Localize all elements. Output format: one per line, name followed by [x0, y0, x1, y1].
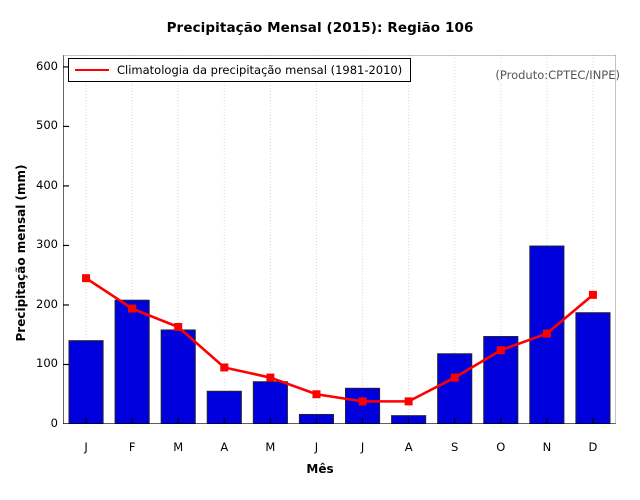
y-tick-label: 200	[36, 296, 58, 311]
y-tick-label: 0	[50, 416, 58, 430]
axis-ticks	[63, 66, 594, 424]
climatology-marker	[404, 397, 413, 406]
y-tick-label: 100	[36, 356, 58, 371]
climatology-marker	[312, 390, 321, 399]
bar	[575, 312, 611, 424]
x-tick-label: J	[360, 440, 365, 454]
x-tick-label: F	[128, 440, 136, 454]
x-tick-label: J	[314, 440, 319, 454]
legend-item-label: Climatologia da precipitação mensal (198…	[117, 63, 403, 77]
page-title: Precipitação Mensal (2015): Região 106	[166, 20, 474, 36]
x-tick-label: A	[220, 440, 229, 454]
x-axis-label: Mês	[306, 462, 334, 476]
climatology-line	[85, 277, 594, 403]
climatology-marker	[496, 346, 505, 355]
climatology-marker	[128, 304, 137, 313]
product-credit: (Produto:CPTEC/INPE)	[495, 68, 620, 82]
climatology-line-series	[82, 274, 597, 406]
bar	[160, 329, 196, 424]
climatology-marker	[588, 290, 597, 299]
plot-area	[63, 55, 616, 424]
legend-line-swatch	[75, 69, 109, 71]
plot-svg	[63, 55, 616, 424]
x-tick-label: N	[542, 440, 552, 454]
x-tick-label: O	[496, 440, 506, 454]
bar	[437, 353, 473, 424]
climatology-marker	[542, 329, 551, 338]
bar	[114, 299, 150, 424]
x-tick-label: J	[84, 440, 88, 454]
climatology-marker	[174, 322, 183, 331]
y-tick-label: 400	[36, 177, 58, 192]
bar	[252, 381, 288, 424]
x-tick-label: D	[588, 440, 598, 454]
bar	[68, 340, 104, 424]
climatology-marker	[220, 363, 229, 372]
y-tick-label: 600	[36, 58, 58, 73]
x-tick-label: M	[173, 440, 184, 454]
climatology-marker	[450, 373, 459, 382]
x-tick-label: A	[404, 440, 413, 454]
y-tick-label: 500	[36, 118, 58, 133]
climatology-marker	[266, 373, 275, 382]
y-axis-tick-labels: 0 100 200 300 400 500 600	[13, 55, 58, 430]
climatology-marker	[358, 397, 367, 406]
x-tick-label: M	[265, 440, 276, 454]
y-tick-label: 300	[36, 237, 58, 252]
bar-series	[68, 245, 611, 424]
climatology-marker	[82, 274, 91, 283]
x-tick-label: S	[451, 440, 459, 454]
legend: Climatologia da precipitação mensal (198…	[68, 58, 412, 82]
